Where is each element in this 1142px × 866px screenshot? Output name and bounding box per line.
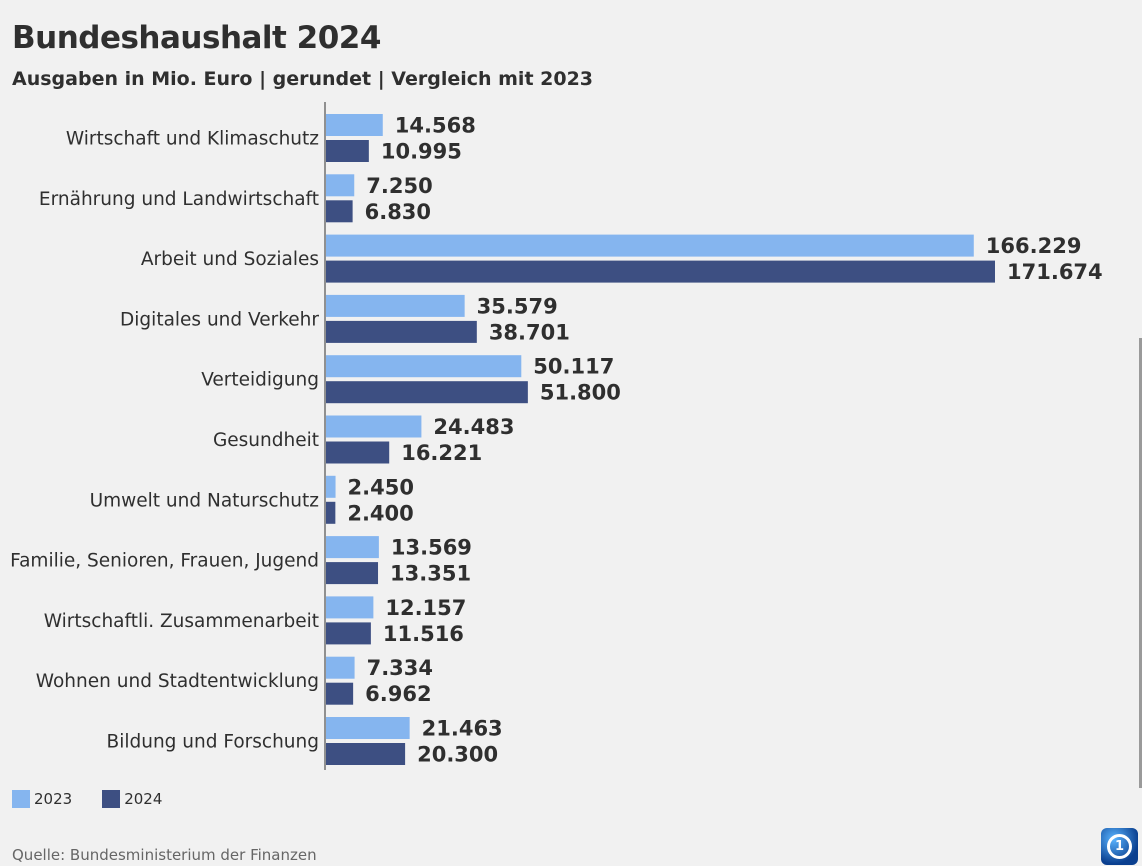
scrollbar[interactable] [1139,338,1142,788]
bar-2023-arbeit-und-soziales[interactable] [326,234,974,257]
legend-swatch-2024 [102,790,121,808]
category-label-wirtschaft-und-klimaschutz: Wirtschaft und Klimaschutz [66,129,319,150]
value-label-2024-wirtschaftli-zusammenarbeit: 11.516 [383,622,464,646]
legend-swatch-2023 [12,790,30,808]
bar-2024-arbeit-und-soziales[interactable] [326,260,995,283]
value-label-2023-wirtschaft-und-klimaschutz: 14.568 [395,114,476,138]
value-label-2024-verteidigung: 51.800 [540,381,621,405]
category-label-familie-senioren-frauen-jugend: Familie, Senioren, Frauen, Jugend [10,551,319,572]
value-label-2023-ernaehrung-und-landwirtschaft: 7.250 [366,174,432,198]
category-label-digitales-und-verkehr: Digitales und Verkehr [120,309,319,330]
category-label-bildung-und-forschung: Bildung und Forschung [107,732,320,753]
value-label-2023-gesundheit: 24.483 [433,415,514,439]
value-label-2023-familie-senioren-frauen-jugend: 13.569 [391,536,472,560]
value-label-2024-ernaehrung-und-landwirtschaft: 6.830 [365,200,431,224]
category-label-arbeit-und-soziales: Arbeit und Soziales [141,249,319,270]
value-label-2023-arbeit-und-soziales: 166.229 [986,234,1082,258]
legend-label-2023: 2023 [34,790,73,808]
bar-2023-gesundheit[interactable] [326,415,422,438]
source-note: Quelle: Bundesministerium der Finanzen [12,846,317,864]
bar-2024-verteidigung[interactable] [326,381,528,404]
value-label-2024-digitales-und-verkehr: 38.701 [489,320,570,344]
category-label-ernaehrung-und-landwirtschaft: Ernährung und Landwirtschaft [39,189,319,210]
value-label-2023-verteidigung: 50.117 [533,355,614,379]
value-label-2024-familie-senioren-frauen-jugend: 13.351 [390,562,471,586]
value-label-2023-umwelt-und-naturschutz: 2.450 [348,475,414,499]
value-label-2024-arbeit-und-soziales: 171.674 [1007,260,1103,284]
bar-2023-umwelt-und-naturschutz[interactable] [326,475,336,498]
bar-2024-wohnen-und-stadtentwicklung[interactable] [326,682,354,705]
value-label-2023-bildung-und-forschung: 21.463 [422,717,503,741]
chart-title: Bundeshaushalt 2024 [12,20,381,56]
bar-2023-wirtschaftli-zusammenarbeit[interactable] [326,596,374,619]
value-label-2024-bildung-und-forschung: 20.300 [417,743,498,767]
bar-2023-verteidigung[interactable] [326,355,522,378]
bar-2023-wohnen-und-stadtentwicklung[interactable] [326,656,355,679]
category-label-verteidigung: Verteidigung [201,370,319,391]
bar-2024-digitales-und-verkehr[interactable] [326,320,477,343]
chart-subtitle: Ausgaben in Mio. Euro | gerundet | Vergl… [12,68,594,90]
logo-ring: 1 [1107,834,1132,859]
legend-item-2023: 2023 [12,790,72,808]
category-label-wohnen-und-stadtentwicklung: Wohnen und Stadtentwicklung [36,671,319,692]
value-label-2024-wohnen-und-stadtentwicklung: 6.962 [365,682,431,706]
value-label-2023-wohnen-und-stadtentwicklung: 7.334 [367,656,433,680]
value-label-2023-wirtschaftli-zusammenarbeit: 12.157 [385,596,466,620]
bar-2023-digitales-und-verkehr[interactable] [326,294,465,317]
legend-label-2024: 2024 [124,790,163,808]
legend-item-2024: 2024 [102,790,162,808]
category-label-gesundheit: Gesundheit [213,430,319,451]
bar-2024-ernaehrung-und-landwirtschaft[interactable] [326,200,353,223]
category-label-umwelt-und-naturschutz: Umwelt und Naturschutz [90,490,319,511]
value-label-2024-gesundheit: 16.221 [401,441,482,465]
bar-2023-familie-senioren-frauen-jugend[interactable] [326,536,379,559]
bar-2023-bildung-und-forschung[interactable] [326,717,410,739]
legend: 2023 2024 [12,790,162,808]
bar-2024-bildung-und-forschung[interactable] [326,743,406,765]
bar-2024-gesundheit[interactable] [326,441,390,464]
bar-2023-wirtschaft-und-klimaschutz[interactable] [326,114,383,136]
bar-2024-wirtschaft-und-klimaschutz[interactable] [326,140,369,162]
value-label-2024-umwelt-und-naturschutz: 2.400 [347,501,413,525]
bar-2023-ernaehrung-und-landwirtschaft[interactable] [326,174,355,197]
bar-2024-wirtschaftli-zusammenarbeit[interactable] [326,622,371,645]
tagesschau-logo-icon[interactable]: 1 [1101,828,1138,865]
value-label-2023-digitales-und-verkehr: 35.579 [477,294,558,318]
bar-2024-familie-senioren-frauen-jugend[interactable] [326,562,379,585]
category-label-wirtschaftli-zusammenarbeit: Wirtschaftli. Zusammenarbeit [44,611,319,632]
bar-2024-umwelt-und-naturschutz[interactable] [326,501,336,524]
value-label-2024-wirtschaft-und-klimaschutz: 10.995 [381,140,462,164]
